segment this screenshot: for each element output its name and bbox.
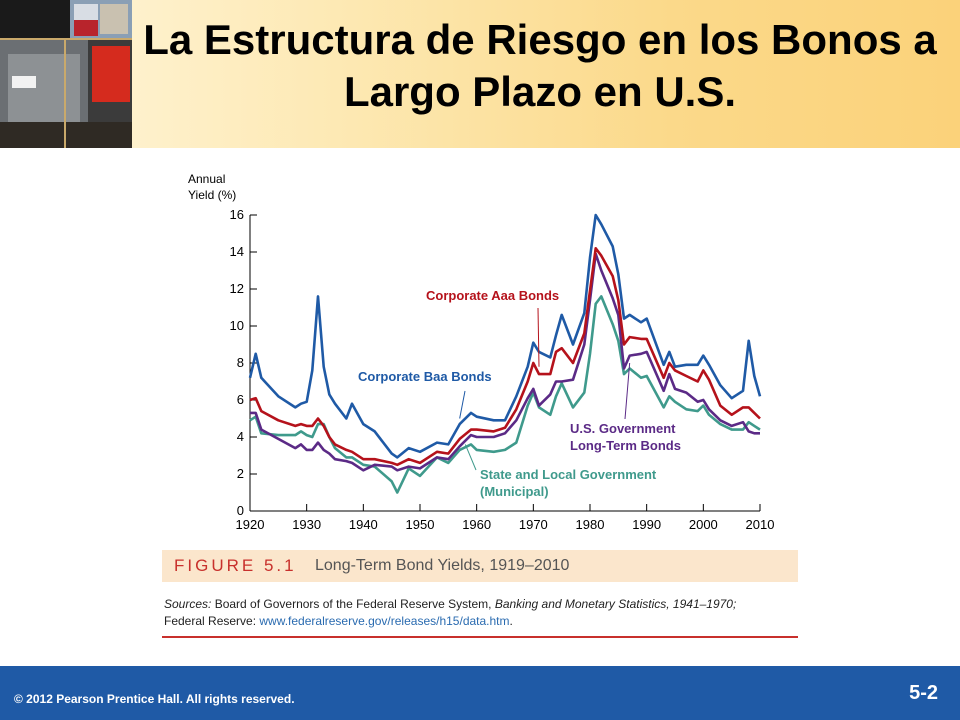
city-photo-image [0,0,132,148]
annotation-pointer [624,362,631,420]
x-tick-label: 1930 [292,517,321,532]
series-line-treasury [250,252,760,472]
slide-number: 5-2 [909,682,938,704]
x-tick-label: 1950 [406,517,435,532]
y-tick-label: 4 [237,429,244,444]
series-line-aaa [249,247,761,467]
x-tick-label: 2010 [746,517,775,532]
slide-title: La Estructura de Riesgo en los Bonos a L… [143,16,937,115]
x-tick-label: 1970 [519,517,548,532]
annotation-pointer [537,307,540,367]
figure-caption-bar: FIGURE 5.1 Long-Term Bond Yields, 1919–2… [162,550,798,582]
annotation-pointer [459,390,466,419]
x-tick-label: 1980 [576,517,605,532]
sources-end: . [509,614,513,628]
x-tick-label: 1940 [349,517,378,532]
series-line-baa [248,213,762,459]
y-tick-label: 0 [237,503,244,518]
y-tick-label: 10 [230,318,244,333]
figure-sources: Sources: Board of Governors of the Feder… [164,596,804,630]
annotation-pointer [464,444,477,471]
annotation-label: U.S. Government [570,421,676,436]
annotation-label: Long-Term Bonds [570,438,681,453]
figure-label: FIGURE 5.1 [174,556,297,575]
sources-text: Board of Governors of the Federal Reserv… [211,597,495,611]
sources-url: www.federalreserve.gov/releases/h15/data… [259,614,510,628]
sources-text-2: Federal Reserve: [164,614,260,628]
y-axis-label: Yield (%) [188,188,236,202]
x-tick-label: 2000 [689,517,718,532]
y-tick-label: 8 [237,355,244,370]
y-tick-label: 12 [230,281,244,296]
x-tick-label: 1960 [462,517,491,532]
x-tick-label: 1990 [632,517,661,532]
sources-divider [162,636,798,638]
y-tick-label: 2 [237,466,244,481]
y-axis-label: Annual [188,172,225,186]
y-tick-label: 6 [237,392,244,407]
annotation-label: Corporate Baa Bonds [358,369,492,384]
sources-label: Sources: [164,597,212,611]
figure-caption: Long-Term Bond Yields, 1919–2010 [315,557,570,574]
series-line-municipal [249,295,761,494]
copyright-text: © 2012 Pearson Prentice Hall. All rights… [14,692,295,706]
decorative-photo [0,0,132,148]
y-tick-label: 14 [230,244,244,259]
footer-bar: © 2012 Pearson Prentice Hall. All rights… [0,666,960,720]
annotation-label: State and Local Government [480,467,657,482]
annotation-label: (Municipal) [480,484,549,499]
sources-publication: Banking and Monetary Statistics, 1941–19… [494,597,737,611]
y-tick-label: 16 [230,207,244,222]
bond-yield-chart: Annual Yield (%) 0 2 4 6 8 10 12 14 16 1920 1930 1940… [188,172,775,532]
x-tick-label: 1920 [236,517,265,532]
header-banner: La Estructura de Riesgo en los Bonos a L… [0,0,960,148]
annotation-label: Corporate Aaa Bonds [426,288,559,303]
